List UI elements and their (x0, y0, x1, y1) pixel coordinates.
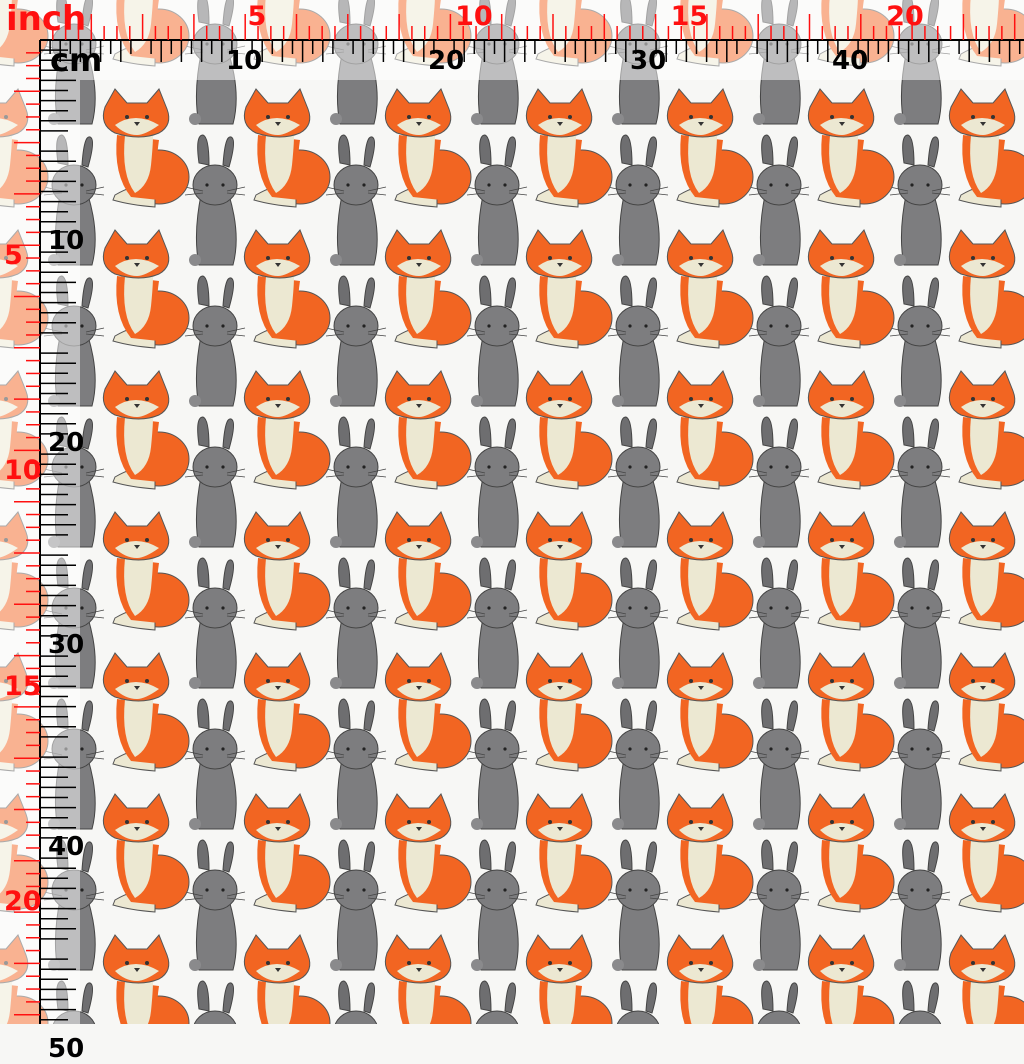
ruler-ticks (14, 14, 1024, 1024)
left-cm-label: 50 (48, 1034, 85, 1064)
left-cm-label: 20 (48, 428, 85, 458)
left-inch-label: 15 (4, 670, 42, 702)
top-cm-label: 10 (226, 46, 263, 76)
left-cm-label: 40 (48, 832, 85, 862)
top-cm-label: 30 (630, 46, 667, 76)
top-cm-label: 40 (832, 46, 869, 76)
cm-unit-label: cm (50, 41, 103, 79)
top-inch-label: 20 (886, 1, 924, 32)
fabric-area (0, 0, 1024, 1024)
top-cm-label: 20 (428, 46, 465, 76)
inch-unit-label: inch (6, 0, 87, 39)
left-cm-label: 30 (48, 630, 85, 660)
left-cm-label: 10 (48, 226, 85, 256)
fabric-pattern (0, 0, 1024, 1024)
left-inch-label: 5 (4, 239, 23, 271)
top-inch-label: 15 (670, 1, 709, 32)
left-inch-label: 20 (4, 886, 42, 918)
top-inch-label: 5 (247, 1, 267, 32)
left-inch-label: 10 (4, 455, 42, 487)
top-inch-label: 10 (455, 1, 493, 32)
